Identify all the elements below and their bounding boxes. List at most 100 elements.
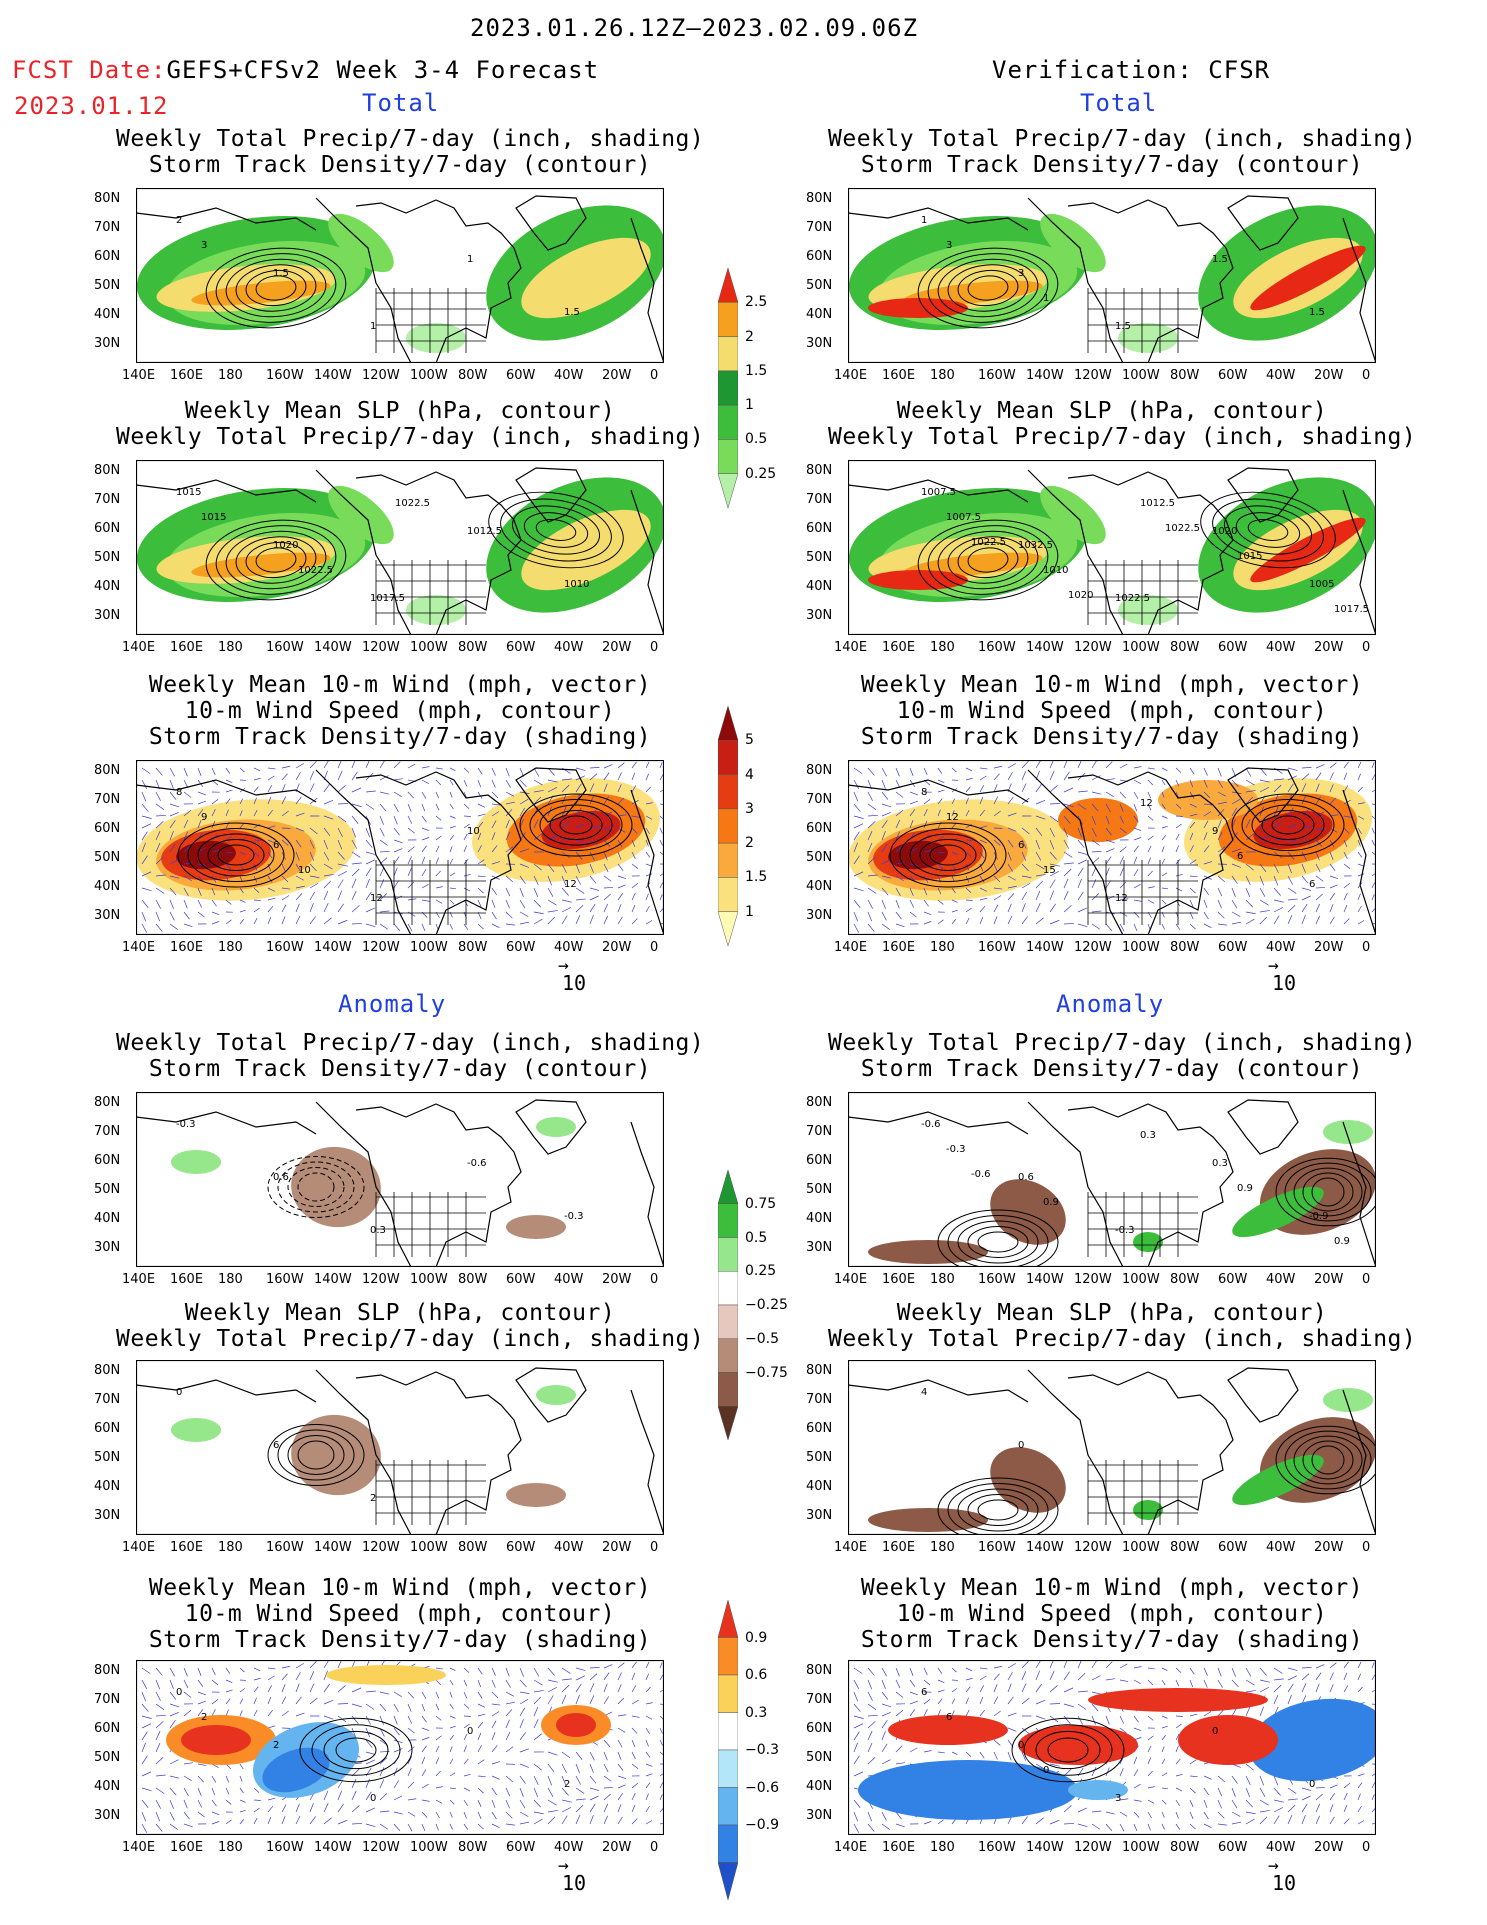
lon-label: 0 (1362, 1540, 1371, 1555)
wind-arrow (337, 815, 347, 823)
wind-arrow (393, 839, 403, 844)
wind-arrow (1259, 910, 1270, 913)
greenland-coast (515, 767, 587, 823)
lat-label: 40N (806, 1479, 833, 1494)
lon-label: 140E (122, 640, 156, 655)
wind-arrow (951, 919, 957, 925)
wind-arrow (1189, 887, 1196, 894)
wind-arrow (1301, 915, 1306, 925)
contour-label: 0.3 (370, 1225, 386, 1236)
wind-arrow (937, 789, 945, 793)
wind-arrow (1231, 1667, 1237, 1677)
siberia-coast (136, 779, 317, 803)
wind-arrow (853, 1679, 860, 1689)
wind-arrow (1063, 890, 1069, 901)
wind-arrow (965, 1697, 969, 1705)
wind-arrow (1343, 1685, 1349, 1693)
wind-arrow (1035, 839, 1040, 850)
wind-arrow (965, 839, 973, 841)
wind-arrow (1119, 763, 1128, 769)
wind-arrow (979, 825, 988, 829)
wind-arrow (491, 1787, 497, 1796)
wind-arrow (1357, 815, 1365, 820)
wind-arrow (867, 923, 875, 932)
wind-arrow (1301, 1795, 1311, 1801)
wind-arrow (867, 791, 873, 801)
wind-arrow (979, 809, 986, 817)
wind-arrow (617, 875, 627, 879)
wind-arrow (141, 855, 148, 865)
wind-arrow (183, 923, 193, 928)
wind-arrow (1189, 832, 1194, 841)
wind-arrow (1287, 1675, 1298, 1681)
wind-arrow (1217, 923, 1227, 926)
wind-arrow (1371, 762, 1375, 769)
wind-arrow (965, 1709, 970, 1717)
lon-label: 140E (122, 940, 156, 955)
wind-arrow (853, 1691, 859, 1702)
wind-arrow (1091, 775, 1101, 781)
wind-arrow (1021, 1751, 1027, 1761)
wind-arrow (965, 777, 973, 781)
wind-arrow (1273, 806, 1279, 817)
fcst-label: FCST Date: (12, 56, 167, 84)
wind-arrow (1371, 882, 1376, 889)
wind-arrow (631, 1792, 636, 1801)
wind-arrow (1287, 914, 1293, 925)
europe-coast (630, 1121, 664, 1267)
wind-arrow (421, 1745, 427, 1753)
colorbar-label: −0.25 (745, 1297, 788, 1313)
map-frame (848, 460, 1376, 635)
wind-arrow (659, 894, 663, 901)
wind-arrow (1133, 1679, 1141, 1685)
wind-arrow (1273, 907, 1284, 913)
wind-arrow (1231, 1799, 1238, 1809)
wind-arrow (867, 911, 873, 922)
wind-arrow (1119, 868, 1124, 877)
wind-arrow (1343, 1672, 1348, 1681)
wind-arrow (1091, 803, 1099, 812)
wind-arrow (491, 887, 497, 896)
contour-line (539, 804, 613, 846)
wind-arrow (505, 1731, 511, 1741)
wind-arrow (519, 1691, 530, 1694)
wind-arrow (337, 890, 342, 901)
wind-arrow (1189, 1667, 1195, 1675)
wind-arrow (1343, 1804, 1348, 1813)
wind-arrow (295, 863, 301, 872)
wind-arrow (491, 1745, 498, 1753)
wind-arrow (393, 1811, 403, 1815)
wind-arrow (1077, 1673, 1086, 1681)
wind-arrow (1287, 807, 1294, 817)
wind-arrow (1161, 1811, 1165, 1818)
wind-arrow (1049, 815, 1059, 823)
wind-arrow (645, 839, 649, 847)
wind-arrow (617, 762, 625, 769)
wind-arrow (1301, 773, 1310, 781)
wind-arrow (1105, 1715, 1110, 1725)
wind-arrow (281, 1673, 288, 1681)
shade-blob (868, 1508, 988, 1532)
wind-arrow (937, 1667, 943, 1674)
wind-arrow (645, 905, 650, 913)
wind-arrow (575, 863, 580, 874)
wind-arrow (979, 1751, 985, 1759)
wind-arrow (337, 770, 343, 781)
wind-arrow (659, 839, 663, 846)
wind-arrow (267, 796, 272, 805)
wind-arrow (239, 1667, 245, 1673)
wind-arrow (1371, 1662, 1375, 1669)
wind-arrow (309, 916, 316, 925)
wind-arrow (979, 796, 984, 805)
coastline (136, 467, 664, 635)
wind-arrow (183, 1762, 193, 1765)
contour-line (197, 833, 275, 877)
wind-arrow (1133, 1715, 1139, 1723)
wind-arrow (1231, 798, 1241, 805)
wind-arrow (1175, 815, 1183, 817)
contour-label: 0.9 (1237, 1183, 1253, 1194)
wind-arrow (1245, 1787, 1251, 1798)
wind-arrow (1063, 787, 1074, 793)
wind-arrow (617, 851, 622, 860)
shade-blob (328, 485, 394, 545)
